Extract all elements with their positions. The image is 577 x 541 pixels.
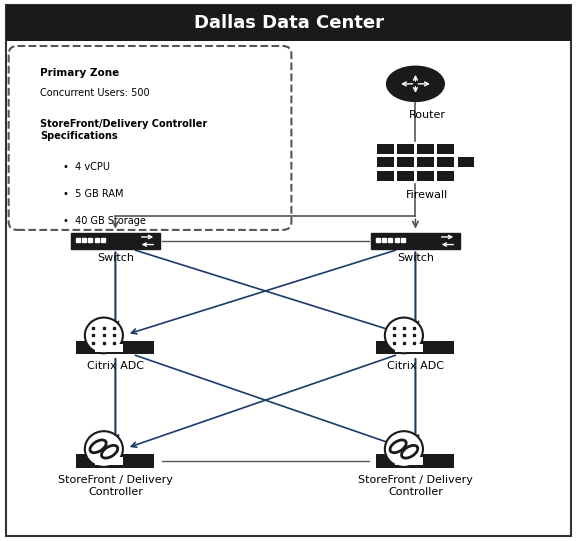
FancyBboxPatch shape (397, 143, 414, 154)
FancyBboxPatch shape (70, 233, 160, 249)
FancyBboxPatch shape (6, 5, 571, 41)
FancyBboxPatch shape (397, 157, 414, 168)
FancyBboxPatch shape (417, 171, 434, 181)
FancyBboxPatch shape (377, 157, 394, 168)
Circle shape (385, 431, 423, 467)
FancyBboxPatch shape (76, 341, 154, 354)
Text: Citrix ADC: Citrix ADC (387, 361, 444, 371)
FancyBboxPatch shape (395, 344, 423, 352)
Text: Router: Router (409, 110, 445, 120)
Text: Primary Zone: Primary Zone (40, 68, 119, 77)
FancyBboxPatch shape (9, 46, 291, 230)
FancyBboxPatch shape (76, 454, 154, 468)
FancyBboxPatch shape (417, 143, 434, 154)
Text: Dallas Data Center: Dallas Data Center (193, 14, 384, 32)
Circle shape (85, 318, 123, 353)
FancyBboxPatch shape (6, 5, 571, 536)
Text: Switch: Switch (397, 253, 434, 262)
Text: Citrix ADC: Citrix ADC (87, 361, 144, 371)
FancyBboxPatch shape (95, 344, 123, 352)
Text: •  40 GB Storage: • 40 GB Storage (63, 216, 147, 226)
FancyBboxPatch shape (395, 457, 423, 465)
FancyBboxPatch shape (437, 143, 454, 154)
Text: StoreFront / Delivery
Controller: StoreFront / Delivery Controller (58, 475, 173, 497)
Text: Concurrent Users: 500: Concurrent Users: 500 (40, 88, 150, 98)
Text: Firewall: Firewall (406, 190, 448, 200)
FancyBboxPatch shape (417, 157, 434, 168)
FancyBboxPatch shape (95, 457, 123, 465)
FancyBboxPatch shape (437, 171, 454, 181)
FancyBboxPatch shape (370, 233, 460, 249)
FancyBboxPatch shape (376, 454, 455, 468)
Text: Switch: Switch (97, 253, 134, 262)
Circle shape (85, 431, 123, 467)
Circle shape (385, 318, 423, 353)
Text: StoreFront/Delivery Controller
Specifications: StoreFront/Delivery Controller Specifica… (40, 119, 208, 141)
Text: StoreFront / Delivery
Controller: StoreFront / Delivery Controller (358, 475, 473, 497)
FancyBboxPatch shape (377, 143, 394, 154)
Text: •  5 GB RAM: • 5 GB RAM (63, 189, 124, 199)
FancyBboxPatch shape (397, 171, 414, 181)
FancyBboxPatch shape (437, 157, 454, 168)
FancyBboxPatch shape (377, 171, 394, 181)
Ellipse shape (387, 67, 444, 102)
FancyBboxPatch shape (458, 157, 474, 168)
Text: •  4 vCPU: • 4 vCPU (63, 162, 110, 172)
FancyBboxPatch shape (376, 341, 455, 354)
